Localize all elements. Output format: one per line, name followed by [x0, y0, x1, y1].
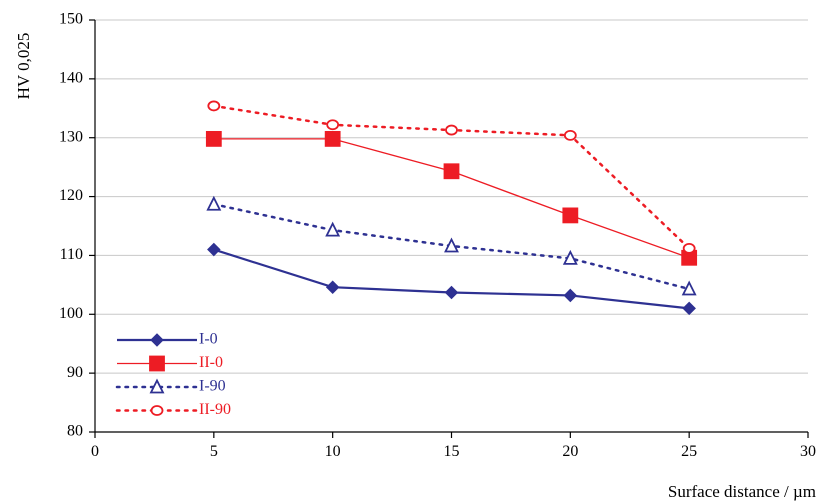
data-point: [682, 301, 696, 316]
legend-marker: [150, 405, 164, 416]
y-tick-label: 120: [59, 187, 83, 204]
data-point: [681, 280, 697, 296]
y-axis-title: HV 0,025: [14, 33, 33, 100]
legend-label: II-90: [199, 401, 231, 418]
y-tick-label: 100: [59, 305, 83, 322]
gridlines: [95, 19, 808, 374]
y-tick-label: 150: [59, 11, 83, 28]
legend: I-0 II-0 I-90 II-90: [115, 331, 231, 418]
legend-label: II-0: [199, 354, 223, 371]
x-tick-label: 5: [210, 443, 218, 460]
data-point: [562, 207, 579, 224]
data-point: [563, 288, 578, 303]
data-point: [682, 242, 696, 254]
data-point: [563, 129, 577, 141]
series-line: [213, 248, 690, 310]
legend-marker: [149, 355, 165, 372]
data-point: [325, 280, 340, 294]
x-tick-label: 15: [444, 443, 460, 460]
legend-label: I-0: [199, 331, 218, 348]
data-point: [325, 221, 341, 237]
data-point: [207, 242, 221, 257]
axes: [89, 19, 809, 438]
x-tick-label: 25: [681, 443, 697, 460]
series-i-0: [207, 242, 696, 316]
x-axis-title: Surface distance / µm: [668, 482, 816, 501]
legend-marker: [149, 378, 165, 394]
y-tick-label: 110: [60, 246, 83, 263]
data-point: [443, 163, 460, 180]
data-point: [207, 100, 221, 112]
y-tick-label: 140: [59, 70, 83, 87]
tick-labels: 80 90 100 110 120 130 140 150 0 5 10 15 20 25 30: [59, 11, 816, 460]
data-point: [444, 237, 459, 253]
x-tick-label: 0: [91, 443, 99, 460]
legend-item: I-0: [117, 331, 218, 348]
x-tick-label: 20: [562, 443, 578, 460]
data-point: [205, 130, 222, 147]
series-ii-90: [207, 100, 696, 254]
legend-item: II-90: [115, 401, 231, 418]
data-point: [324, 130, 341, 147]
legend-item: I-90: [115, 378, 226, 395]
y-tick-label: 80: [67, 423, 83, 440]
data-point: [445, 124, 458, 136]
x-tick-label: 10: [325, 443, 341, 460]
y-tick-label: 90: [67, 364, 83, 381]
legend-label: I-90: [199, 378, 226, 395]
series-ii-0: [205, 130, 698, 266]
data-point: [562, 249, 578, 265]
y-tick-label: 130: [59, 128, 83, 145]
data-point: [206, 195, 222, 211]
data-point: [444, 285, 459, 300]
series-lines: [205, 100, 698, 316]
legend-marker: [150, 333, 164, 347]
data-point: [326, 119, 340, 131]
series-i-90: [206, 195, 697, 296]
legend-item: II-0: [117, 354, 223, 372]
x-tick-label: 30: [800, 443, 816, 460]
